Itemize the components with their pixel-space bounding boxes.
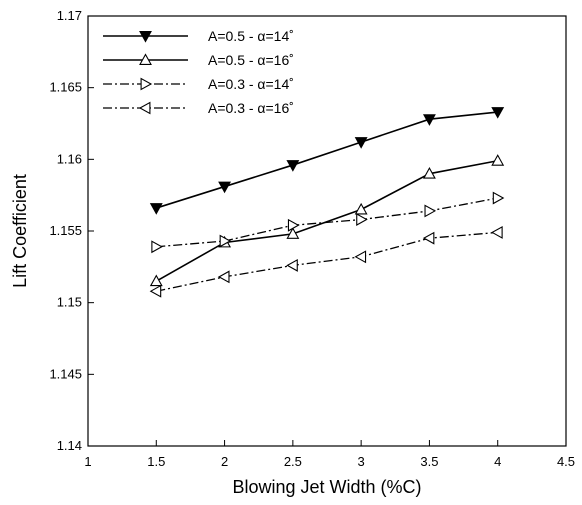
y-axis-title: Lift Coefficient xyxy=(10,174,30,288)
series-line xyxy=(156,111,498,209)
y-tick-label: 1.155 xyxy=(49,223,82,238)
legend-marker xyxy=(139,31,152,43)
x-tick-label: 1.5 xyxy=(147,454,165,469)
y-tick-label: 1.145 xyxy=(49,366,82,381)
data-point xyxy=(151,240,163,254)
data-point xyxy=(422,167,436,179)
legend-marker xyxy=(140,77,153,91)
x-tick-label: 2 xyxy=(221,454,228,469)
data-point xyxy=(218,181,232,194)
x-tick-label: 3.5 xyxy=(420,454,438,469)
data-point xyxy=(149,274,163,287)
series-line xyxy=(156,197,498,248)
x-tick-label: 3 xyxy=(358,454,365,469)
legend-label: A=0.3 - α=16˚ xyxy=(208,100,294,116)
data-point xyxy=(149,284,162,298)
data-point xyxy=(491,225,503,239)
x-axis-title: Blowing Jet Width (%C) xyxy=(232,477,421,497)
y-tick-label: 1.17 xyxy=(57,8,82,23)
y-tick-label: 1.165 xyxy=(49,80,82,95)
data-point xyxy=(422,231,435,245)
legend-label: A=0.3 - α=14˚ xyxy=(208,76,294,92)
data-point xyxy=(149,203,163,215)
data-point xyxy=(491,107,505,119)
data-point xyxy=(424,204,437,218)
x-tick-label: 1 xyxy=(84,454,91,469)
x-tick-label: 4.5 xyxy=(557,454,575,469)
legend-label: A=0.5 - α=14˚ xyxy=(208,28,294,44)
data-point xyxy=(492,191,505,205)
legend-label: A=0.5 - α=16˚ xyxy=(208,52,294,68)
data-point xyxy=(422,114,436,126)
data-point xyxy=(354,250,367,264)
data-point xyxy=(356,213,368,226)
legend-marker xyxy=(138,101,151,115)
legend-marker xyxy=(139,53,152,65)
data-point xyxy=(219,234,232,248)
x-tick-label: 4 xyxy=(494,454,501,469)
data-point xyxy=(354,202,368,215)
x-tick-label: 2.5 xyxy=(284,454,302,469)
data-point xyxy=(286,227,300,239)
series-line xyxy=(156,231,498,292)
y-tick-label: 1.15 xyxy=(57,295,82,310)
series-line xyxy=(155,159,498,282)
y-tick-label: 1.14 xyxy=(57,438,82,453)
data-point xyxy=(286,258,298,272)
data-point xyxy=(354,137,368,149)
data-point xyxy=(287,218,300,232)
data-point xyxy=(491,154,505,166)
y-tick-label: 1.16 xyxy=(57,151,82,166)
data-point xyxy=(217,270,230,284)
data-point xyxy=(286,160,300,172)
